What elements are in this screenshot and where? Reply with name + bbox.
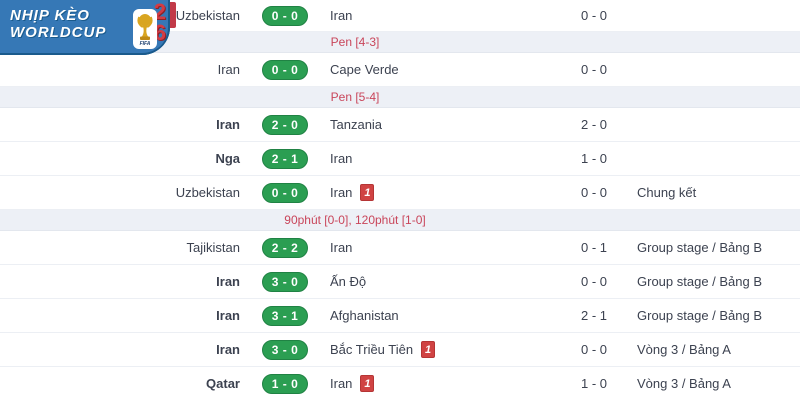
halftime-score: 0 - 0 [580,185,607,200]
stage-label: Vòng 3 / Bảng A [637,342,731,357]
score-badge[interactable]: 1 - 0 [261,373,309,394]
match-row[interactable]: Uzbekistan 0 - 0 Iran 1 0 - 0 Chung kết [0,176,800,210]
score-badge[interactable]: 2 - 1 [261,148,309,169]
red-card-badge: 1 [360,184,375,201]
match-row[interactable]: Iran 3 - 1 Afghanistan 2 - 1 Group stage… [0,299,800,333]
halftime-score: 0 - 0 [580,342,607,357]
score-badge[interactable]: 0 - 0 [261,59,309,80]
halftime-score: 0 - 0 [580,8,607,23]
home-team-name: Iran [216,117,240,132]
note-text: Pen [5-4] [330,90,380,104]
halftime-score: 1 - 0 [580,151,607,166]
stage-label: Group stage / Bảng B [637,274,763,289]
site-logo[interactable]: NHỊP KÈO WORLDCUP 2 6 FIFA [0,0,170,55]
away-team-name: Ấn Độ [330,274,367,289]
world-cup-trophy-badge: FIFA [133,9,157,49]
logo-line2: WORLDCUP [10,24,107,42]
home-team-name: Uzbekistan [175,185,240,200]
stage-label: Vòng 3 / Bảng A [637,376,731,391]
live-indicator-bar [166,2,176,28]
match-row[interactable]: Iran 2 - 0 Tanzania 2 - 0 [0,108,800,142]
penalty-note-row: Pen [5-4] [0,87,800,108]
halftime-score: 0 - 0 [580,274,607,289]
away-team-name: Iran [330,185,353,200]
logo-wordmark: NHỊP KÈO WORLDCUP [10,7,106,42]
red-card-badge: 1 [360,375,375,392]
halftime-score: 2 - 0 [580,117,607,132]
stage-label: Chung kết [637,185,697,200]
match-row[interactable]: Iran 3 - 0 Ấn Độ 0 - 0 Group stage / Bản… [0,265,800,299]
note-text: Pen [4-3] [330,35,380,49]
score-badge[interactable]: 0 - 0 [261,182,309,203]
away-team-name: Iran [330,151,353,166]
home-team-name: Uzbekistan [175,8,240,23]
home-team-name: Iran [217,62,240,77]
away-team-name: Cape Verde [330,62,399,77]
away-team-name: Iran [330,376,353,391]
home-team-name: Iran [216,342,240,357]
score-badge[interactable]: 2 - 2 [261,237,309,258]
score-badge[interactable]: 3 - 1 [261,305,309,326]
home-team-name: Tajikistan [186,240,240,255]
halftime-score: 2 - 1 [580,308,607,323]
score-badge[interactable]: 3 - 0 [261,271,309,292]
match-row[interactable]: Iran 3 - 0 Bắc Triều Tiên 1 0 - 0 Vòng 3… [0,333,800,367]
away-team-name: Afghanistan [330,308,399,323]
stage-label: Group stage / Bảng B [637,240,763,255]
stage-label: Group stage / Bảng B [637,308,763,323]
halftime-score: 1 - 0 [580,376,607,391]
match-row[interactable]: Tajikistan 2 - 2 Iran 0 - 1 Group stage … [0,231,800,265]
halftime-score: 0 - 0 [580,62,607,77]
note-text: 90phút [0-0], 120phút [1-0] [284,213,426,227]
penalty-note-row: 90phút [0-0], 120phút [1-0] [0,210,800,231]
score-badge[interactable]: 3 - 0 [261,339,309,360]
away-team-name: Iran [330,240,353,255]
home-team-name: Qatar [206,376,240,391]
away-team-name: Iran [330,8,353,23]
away-team-name: Bắc Triều Tiên [330,342,414,357]
world-cup-trophy-icon: FIFA [137,14,153,46]
home-team-name: Iran [216,274,240,289]
score-badge[interactable]: 2 - 0 [261,114,309,135]
penalty-note-row: Pen [4-3] [0,32,800,53]
svg-text:FIFA: FIFA [140,41,151,46]
match-row[interactable]: Qatar 1 - 0 Iran 1 1 - 0 Vòng 3 / Bảng A [0,367,800,400]
halftime-score: 0 - 1 [580,240,607,255]
red-card-badge: 1 [421,341,436,358]
score-badge[interactable]: 0 - 0 [261,5,309,26]
away-team-name: Tanzania [330,117,383,132]
match-row[interactable]: Nga 2 - 1 Iran 1 - 0 [0,142,800,176]
home-team-name: Nga [215,151,240,166]
home-team-name: Iran [216,308,240,323]
logo-line1: NHỊP KÈO [10,7,90,24]
match-row[interactable]: Iran 0 - 0 Cape Verde 0 - 0 [0,53,800,87]
